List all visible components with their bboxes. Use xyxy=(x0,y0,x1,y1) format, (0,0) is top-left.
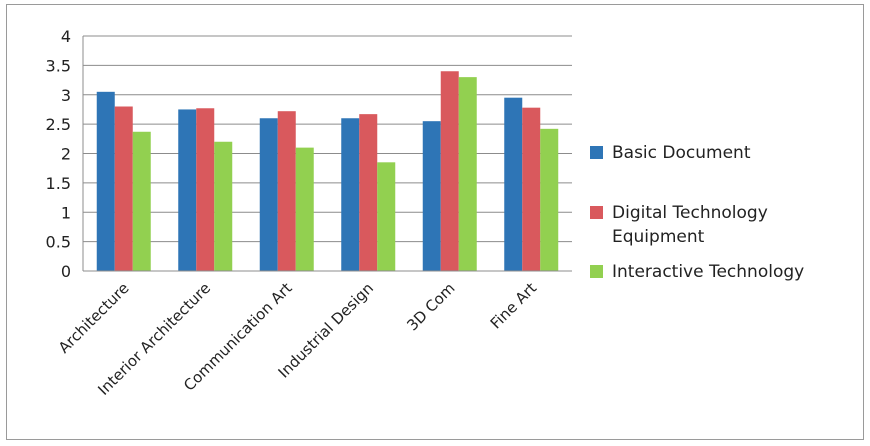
bar-digital-technology-equipment xyxy=(440,71,459,271)
bar-interactive-technology xyxy=(540,128,559,271)
axes xyxy=(82,36,572,272)
y-tick-label: 2.5 xyxy=(46,115,71,134)
bar-basic-document xyxy=(178,109,197,271)
legend: Basic Document Digital Technology Equipmen… xyxy=(590,143,804,282)
y-tick-label: 1.5 xyxy=(46,174,71,193)
bar-basic-document xyxy=(259,118,278,271)
x-category-label: Fine Art xyxy=(487,279,540,332)
y-tick-label: 3.5 xyxy=(46,56,71,75)
legend-label-line: Interactive Technology xyxy=(612,262,804,282)
bar-interactive-technology xyxy=(214,141,233,271)
bar-interactive-technology xyxy=(295,147,314,271)
bars xyxy=(96,71,559,271)
bar-digital-technology-equipment xyxy=(359,114,378,271)
legend-label-line: Basic Document xyxy=(612,143,751,163)
bar-digital-technology-equipment xyxy=(196,108,215,271)
legend-swatch xyxy=(590,146,603,159)
y-tick-labels: 0 0.5 1 1.5 2 2.5 3 3.5 4 xyxy=(46,27,71,281)
bar-interactive-technology xyxy=(458,77,477,271)
x-category-label: Architecture xyxy=(55,279,133,357)
legend-label-line: Digital Technology xyxy=(612,203,768,223)
bar-interactive-technology xyxy=(377,162,396,271)
bar-basic-document xyxy=(341,118,360,271)
y-tick-label: 4 xyxy=(61,27,71,46)
legend-swatch xyxy=(590,265,603,278)
grid-lines xyxy=(83,35,572,243)
y-tick-label: 3 xyxy=(61,86,71,105)
y-tick-label: 0.5 xyxy=(46,233,71,252)
x-category-label: 3D Com xyxy=(403,279,458,334)
bar-basic-document xyxy=(504,97,523,271)
legend-swatch xyxy=(590,206,603,219)
bar-interactive-technology xyxy=(132,131,151,271)
bar-digital-technology-equipment xyxy=(114,106,133,271)
bar-basic-document xyxy=(96,91,115,271)
y-tick-label: 1 xyxy=(61,203,71,222)
legend-label: Basic Document xyxy=(612,143,751,163)
bar-digital-technology-equipment xyxy=(522,107,541,271)
y-tick-label: 2 xyxy=(61,145,71,164)
legend-label: Interactive Technology xyxy=(612,262,804,282)
bar-basic-document xyxy=(422,121,441,271)
y-tick-label: 0 xyxy=(61,262,71,281)
legend-label-line: Equipment xyxy=(612,227,705,247)
bar-digital-technology-equipment xyxy=(277,111,296,271)
legend-label: Digital Technology Equipment xyxy=(612,203,768,247)
